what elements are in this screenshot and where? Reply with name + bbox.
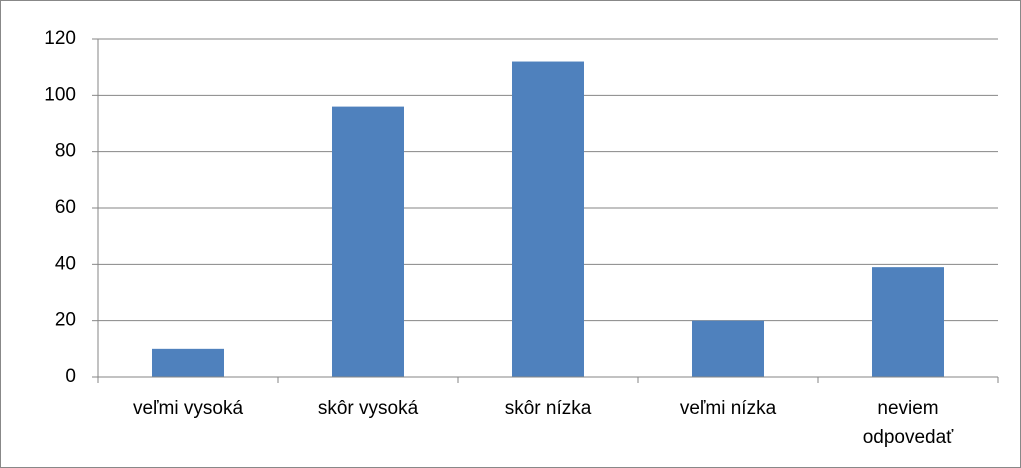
y-tick-label: 100 [44, 84, 76, 105]
x-tick-label: skôr vysoká [317, 398, 419, 419]
y-tick-label: 120 [44, 28, 76, 49]
bar [512, 61, 584, 378]
y-tick-label: 20 [55, 310, 76, 331]
y-tick-label: 60 [55, 197, 76, 218]
x-tick-label: veľmi vysoká [132, 398, 244, 419]
bar [152, 348, 224, 377]
x-tick-label: neviem odpovedať [862, 398, 954, 448]
x-tick-label: veľmi nízka [679, 398, 777, 419]
y-tick-label: 80 [55, 141, 76, 162]
x-tick-label: skôr nízka [504, 398, 592, 419]
y-tick-label: 0 [65, 366, 76, 387]
bar [692, 320, 764, 377]
bar [872, 267, 944, 377]
y-tick-label: 40 [55, 253, 76, 274]
bar [332, 106, 404, 377]
